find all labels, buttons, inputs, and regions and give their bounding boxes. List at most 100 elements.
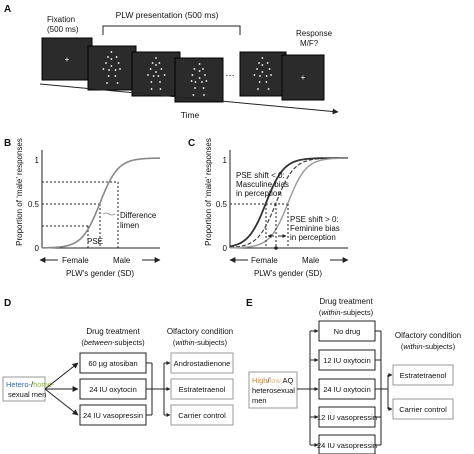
c-neg-shift-3: in perception [236, 189, 282, 198]
c-tick-0: 0 [223, 244, 228, 253]
plw-dot [205, 80, 208, 82]
plw-dot [194, 87, 196, 89]
plw-dot [257, 88, 259, 90]
panel-label-e: E [246, 298, 253, 309]
b-female-label: Female [62, 256, 89, 265]
e-drug-2: 12 IU oxytocin [323, 356, 371, 365]
plw-dot [105, 62, 107, 64]
e-drug-3: 24 IU oxytocin [323, 385, 371, 394]
point-light-walker-3 [190, 63, 208, 96]
d-subject-line2: sexual men [8, 390, 46, 399]
plw-dot [106, 82, 108, 84]
plw-frame-3 [174, 57, 224, 103]
point-light-walker-1 [102, 51, 121, 84]
plw-dot [270, 74, 272, 76]
e-subject-line2: heterosexual [252, 386, 295, 395]
d-drug-1: 60 µg atosiban [88, 359, 137, 368]
d-odor-estratetraenol: Estratetraenol [179, 385, 226, 394]
plw-dot [191, 74, 194, 76]
plw-dot [201, 81, 203, 83]
b-x-axis-label: PLW's gender (SD) [66, 269, 134, 278]
panel-label-c: C [188, 138, 195, 149]
d-subject-box [2, 376, 46, 402]
plw-dot [267, 88, 270, 90]
e-subject-box [248, 371, 298, 409]
plw-dot [204, 74, 206, 76]
e-drug-4: 12 IU vasopressin [317, 413, 377, 422]
plw-frame-last [239, 51, 287, 97]
plw-frame-2 [131, 51, 181, 97]
d-subject-line1: Hetero-/homo- [6, 380, 55, 389]
c-y-axis-label: Proportion of ‘male’ responses [204, 138, 213, 246]
d-drug-subheader: (between-subjects) [81, 338, 145, 347]
e-drug-subheader: (within-subjects) [319, 308, 374, 317]
plw-frame-1 [87, 45, 137, 91]
fixation-label: Fixation [47, 15, 75, 24]
plw-bracket [102, 25, 241, 35]
plw-dot [155, 71, 157, 73]
plw-dot [265, 75, 268, 77]
plw-dot [149, 68, 152, 70]
plw-dot [261, 71, 264, 73]
e-subject-line1: High/low AQ [252, 376, 293, 385]
point-light-walker-last [253, 57, 272, 90]
response-screen [281, 54, 325, 101]
plw-dot [110, 51, 113, 53]
c-pos-shift-2: Feminine bias [290, 224, 340, 233]
plw-dot [202, 87, 205, 89]
plw-dot [150, 81, 153, 83]
d-odor-box-2 [170, 378, 234, 400]
plw-dot [198, 70, 201, 72]
b-y-axis-label: Proportion of ‘male’ responses [15, 138, 24, 246]
plw-dot [253, 74, 256, 76]
plw-dot [114, 75, 117, 77]
c-tick-1: 1 [223, 156, 228, 165]
point-light-walker-2 [147, 57, 166, 90]
plw-dot [159, 88, 162, 90]
c-pse-dot [274, 246, 278, 250]
plw-dot [256, 68, 258, 70]
plw-dot [265, 81, 268, 83]
plw-dot [116, 82, 119, 84]
fixation-duration: (500 ms) [47, 25, 79, 34]
plw-dot [110, 58, 113, 60]
ellipsis-text: … [225, 68, 235, 79]
plw-dot [192, 94, 195, 96]
d-drug-2: 24 IU oxytocin [89, 385, 137, 394]
b-tick-05: 0.5 [28, 200, 40, 209]
panel-label-b: B [4, 138, 11, 149]
b-difference-label: Difference [120, 211, 157, 220]
plw-dot [102, 68, 105, 70]
c-male-label: Male [302, 256, 320, 265]
plw-dot [119, 68, 121, 70]
plw-dot [150, 88, 153, 90]
d-olfactory-subheader: (within-subjects) [173, 338, 228, 347]
b-tick-0: 0 [35, 244, 40, 253]
response-question: M/F? [300, 39, 319, 48]
plw-dot [202, 68, 204, 70]
d-arrow-vasopressin [44, 388, 79, 416]
panel-a: A Fixation (500 ms) PLW presentation (50… [4, 4, 339, 120]
plw-dot [261, 57, 264, 59]
b-male-label: Male [113, 256, 131, 265]
plw-dot [261, 64, 264, 66]
d-arrow-atosiban [44, 362, 79, 390]
e-drug-5: 24 IU vasopressin [317, 441, 377, 450]
e-olfactory-subheader: (within-subjects) [401, 342, 456, 351]
plw-dot [266, 62, 269, 64]
c-x-axis-label: PLW's gender (SD) [254, 269, 322, 278]
plw-dot [190, 80, 193, 82]
plw-dot [159, 81, 161, 83]
response-label: Response [296, 29, 333, 38]
c-female-label: Female [251, 256, 278, 265]
d-drug-header: Drug treatment [86, 327, 140, 336]
c-pos-shift-3: in perception [290, 233, 336, 242]
e-odor-box-1 [392, 364, 454, 386]
e-merge-lines [375, 330, 382, 446]
plw-dot [147, 74, 149, 76]
b-limen-brace [102, 212, 116, 216]
panel-label-a: A [4, 4, 11, 15]
fixation-cross-icon: + [65, 55, 70, 64]
panel-c: C Proportion of ‘male’ responses 1 0.5 0… [188, 138, 349, 278]
